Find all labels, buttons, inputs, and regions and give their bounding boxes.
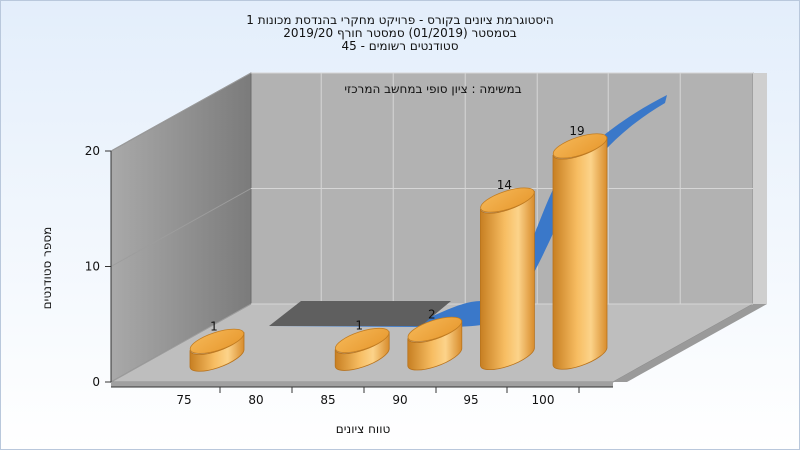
x-axis-title: טווח ציונים: [336, 422, 391, 436]
gridlines: [110, 72, 753, 383]
chart-title-line-1: היסטוגרמת ציונים בקורס - פרויקט מחקרי בה…: [246, 13, 553, 27]
bar-95: [480, 187, 535, 371]
y-tick-label-1: 10: [85, 260, 100, 274]
x-axis: 75 80 85 90 95 100: [111, 386, 613, 407]
chart-title-line-2: בסמסטר (01/2019) סמסטר חורף 2019/20: [283, 26, 516, 40]
data-label-100: 19: [569, 124, 584, 138]
bar-90: [407, 316, 463, 371]
bar-body-75: [189, 332, 245, 372]
chart-title-line-3: סטודנטים רשומים - 45: [341, 39, 458, 53]
bars-group: [189, 133, 608, 372]
bar-body-95: [480, 190, 535, 371]
bar-top-95: [480, 187, 535, 213]
x-tick-label-0: 75: [176, 393, 191, 407]
bar-85: [334, 327, 390, 371]
grid-line-leftwall-2: [110, 72, 252, 152]
x-tick-label-2: 85: [320, 393, 335, 407]
chart-subtitle: במשימה : ציון סופי במחשב המרכזי: [344, 82, 521, 96]
bar-75: [189, 328, 245, 372]
bar-top-90: [407, 316, 462, 342]
right-wall-depth: [753, 73, 767, 304]
x-tick-label-1: 80: [248, 393, 263, 407]
data-label-75: 1: [210, 319, 218, 333]
bar-top-85: [335, 327, 390, 354]
x-tick-label-3: 90: [392, 393, 407, 407]
data-label-85: 1: [355, 318, 363, 332]
grid-line-leftwall-1: [110, 188, 252, 267]
bar-top-100: [552, 133, 608, 159]
right-wall-edge: [613, 304, 767, 382]
curve-ribbon-flat: [269, 301, 451, 326]
x-tick-label-5: 100: [532, 393, 555, 407]
bar-top-75: [189, 328, 245, 354]
bar-body-90: [407, 320, 463, 371]
data-label-90: 2: [428, 307, 436, 321]
y-tick-label-0: 0: [92, 375, 100, 389]
bar-100: [552, 133, 608, 370]
floor-edge: [111, 382, 613, 387]
bar-body-100: [552, 136, 608, 370]
x-tick-label-4: 95: [463, 393, 478, 407]
bar-body-85: [334, 331, 390, 371]
y-tick-label-2: 20: [85, 144, 100, 158]
curve-ribbon: [269, 95, 667, 328]
data-label-95: 14: [497, 178, 512, 192]
y-axis: 0 10 20: [85, 144, 112, 389]
grid-line-leftwall-0: [110, 303, 252, 383]
y-axis-title: מספר סטודנטים: [40, 227, 54, 310]
data-labels-group: 1 1 2 14 19: [210, 124, 584, 333]
distribution-curve: [269, 95, 667, 328]
